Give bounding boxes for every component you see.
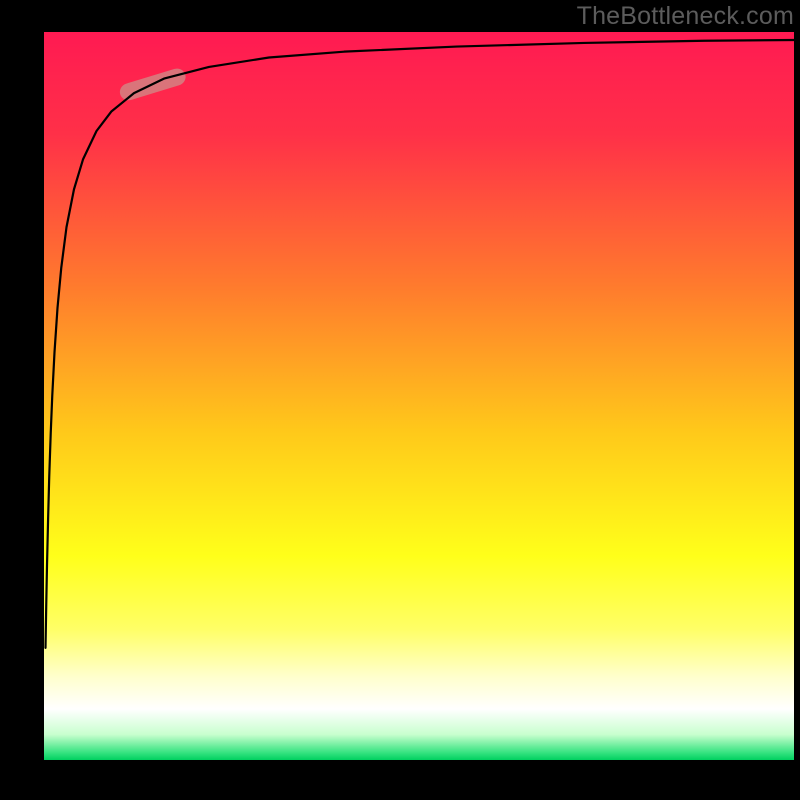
plot-gradient-background — [44, 32, 794, 760]
chart-stage: TheBottleneck.com — [0, 0, 800, 800]
bottleneck-curve-chart — [0, 0, 800, 800]
